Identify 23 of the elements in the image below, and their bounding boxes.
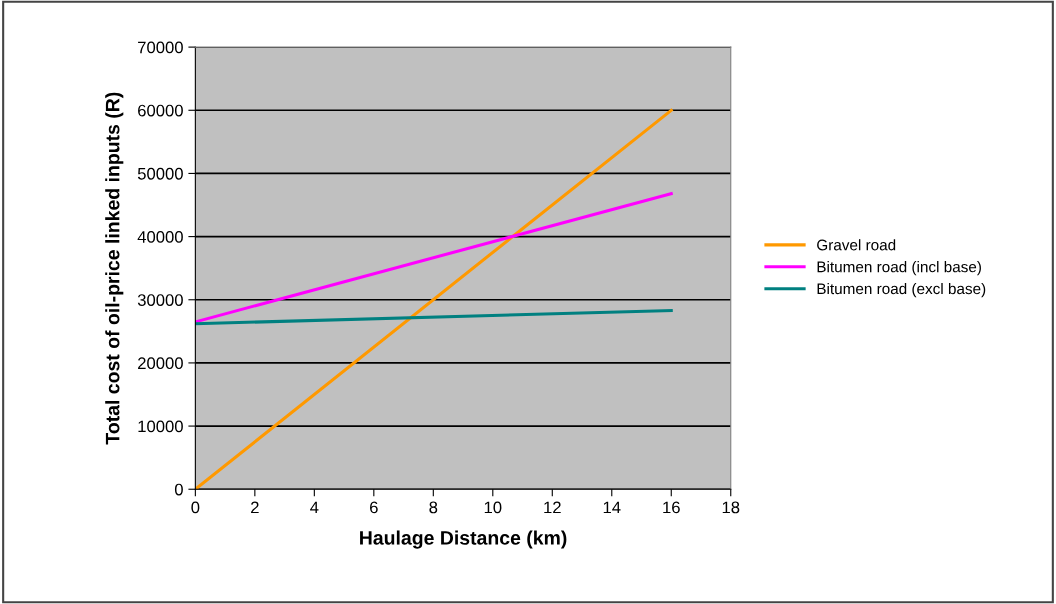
legend-label: Gravel road <box>817 239 896 251</box>
legend-label: Bitumen road (incl base) <box>817 261 981 276</box>
x-tick-label: 2 <box>251 501 259 514</box>
y-tick-label: 0 <box>174 483 183 496</box>
x-tick-label: 14 <box>603 501 621 514</box>
legend-label: Bitumen road (excl base) <box>817 282 986 298</box>
y-tick-label: 20000 <box>138 357 183 370</box>
y-tick-label: 50000 <box>137 167 183 180</box>
x-tick-label: 16 <box>663 501 680 514</box>
x-tick-label: 4 <box>310 501 319 514</box>
x-tick-label: 18 <box>722 501 740 514</box>
y-axis-title: Total cost of oil-price linked inputs (R) <box>105 92 124 445</box>
x-tick-label: 6 <box>370 501 378 514</box>
y-tick-label: 60000 <box>138 104 183 117</box>
x-tick-label: 10 <box>484 501 502 514</box>
x-tick-label: 8 <box>429 501 438 514</box>
y-tick-label: 30000 <box>137 294 183 306</box>
y-tick-label: 40000 <box>137 231 183 243</box>
x-tick-label: 12 <box>544 501 561 514</box>
y-tick-label: 10000 <box>138 420 183 433</box>
y-tick-label: 70000 <box>138 41 183 54</box>
x-tick-label: 0 <box>191 501 200 514</box>
x-axis-title: Haulage Distance (km) <box>360 530 567 549</box>
